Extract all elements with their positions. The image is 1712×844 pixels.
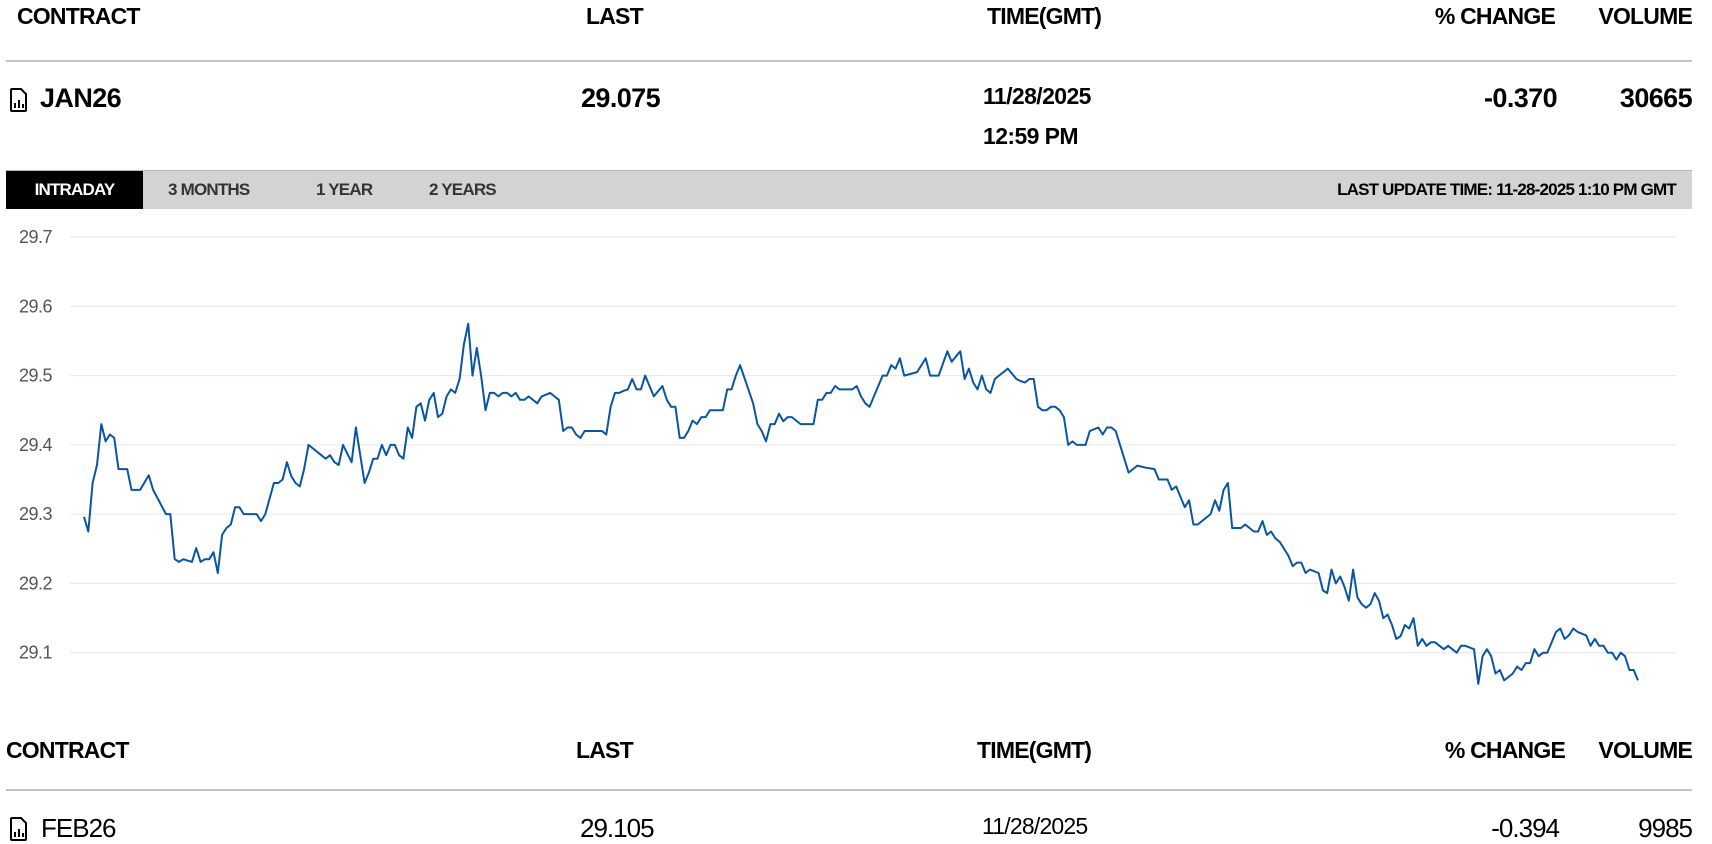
y-axis-ticks: 29.7 29.6 29.5 29.4 29.3 29.2 29.1 29: [19, 227, 53, 715]
header-last: LAST: [586, 3, 644, 29]
volume: 30665: [1619, 83, 1693, 113]
tab-3-months[interactable]: 3 MONTHS: [168, 180, 250, 199]
header-change: % CHANGE: [1434, 3, 1556, 29]
header-contract-2: CONTRACT: [6, 737, 129, 763]
header-contract: CONTRACT: [17, 3, 140, 29]
header-volume-2: VOLUME: [1598, 737, 1692, 763]
header-time: TIME(GMT): [987, 3, 1102, 29]
tab-1-year[interactable]: 1 YEAR: [316, 180, 373, 199]
header-time-2: TIME(GMT): [977, 737, 1092, 763]
intraday-price-chart: 29.729.629.529.429.329.229.129 7 AM8 AM9…: [19, 227, 1676, 715]
y-tick-label: 29.1: [19, 643, 53, 663]
y-tick-label: 29.6: [19, 296, 53, 316]
trade-time: 12:59 PM: [983, 123, 1079, 149]
y-tick-label: 29.7: [19, 227, 53, 247]
header-last-2: LAST: [576, 737, 634, 763]
contract-link[interactable]: JAN26: [40, 83, 122, 113]
y-tick-label: 29: [33, 712, 53, 715]
price-line: [83, 322, 1639, 685]
tab-2-years[interactable]: 2 YEARS: [429, 180, 497, 199]
y-tick-label: 29.5: [19, 366, 53, 386]
y-tick-label: 29.3: [19, 504, 53, 524]
contract-link[interactable]: FEB26: [41, 813, 116, 843]
chart-document-icon: [10, 88, 27, 112]
last-update-time: LAST UPDATE TIME: 11-28-2025 1:10 PM GMT: [1337, 180, 1677, 199]
volume: 9985: [1638, 813, 1693, 843]
trade-date: 11/28/2025: [983, 83, 1091, 109]
grid-lines: [70, 236, 1676, 654]
tab-intraday[interactable]: INTRADAY: [6, 171, 143, 209]
trade-date: 11/28/2025: [982, 813, 1088, 839]
header-divider: [6, 60, 1692, 62]
chart-document-icon: [10, 817, 27, 841]
header-change-2: % CHANGE: [1444, 737, 1566, 763]
last-price: 29.105: [580, 813, 655, 843]
percent-change: -0.370: [1484, 83, 1558, 113]
percent-change: -0.394: [1491, 813, 1560, 843]
range-tab-bar: INTRADAY 3 MONTHS 1 YEAR 2 YEARS LAST UP…: [6, 170, 1692, 209]
header-volume: VOLUME: [1598, 3, 1692, 29]
header-divider-2: [6, 789, 1692, 791]
last-price: 29.075: [581, 83, 661, 113]
y-tick-label: 29.4: [19, 435, 53, 455]
y-tick-label: 29.2: [19, 573, 53, 593]
